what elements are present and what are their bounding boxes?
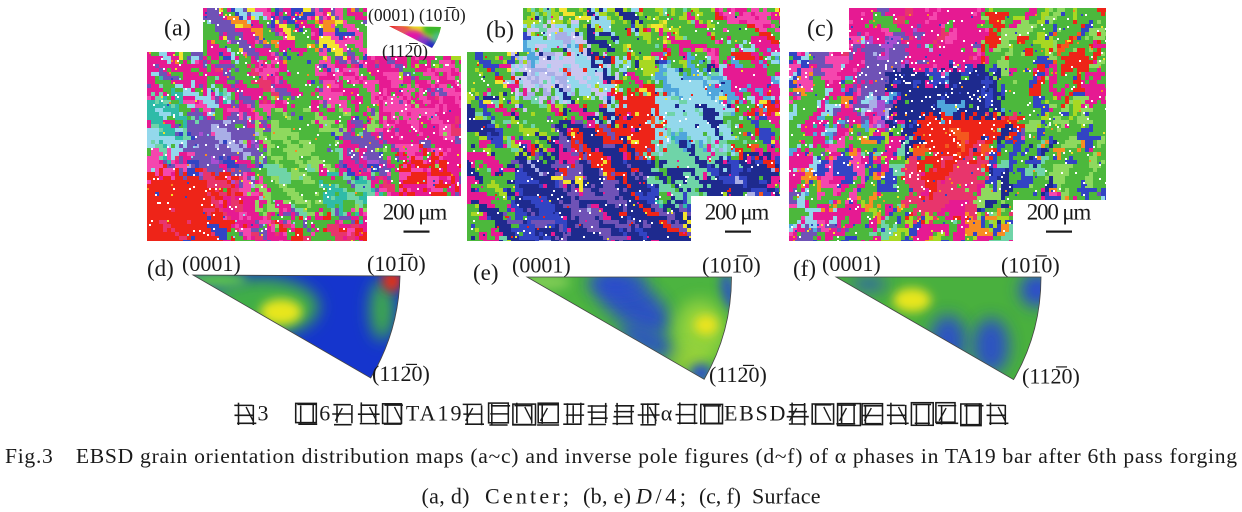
- svg-text:200 μm: 200 μm: [705, 200, 770, 225]
- svg-text:Fig.3 EBSD grain orientation d: Fig.3 EBSD grain orientation distributio…: [5, 444, 1237, 468]
- svg-text:(0001): (0001): [182, 251, 241, 276]
- svg-text:(0001) (101̅0): (0001) (101̅0): [368, 5, 466, 25]
- svg-text:3: 3: [258, 400, 269, 425]
- svg-text:(c, f): (c, f): [699, 484, 741, 509]
- svg-text:(f): (f): [793, 256, 816, 281]
- svg-text:(112̅0): (112̅0): [382, 41, 428, 61]
- svg-text:(101̅0): (101̅0): [702, 253, 761, 278]
- svg-text:(101̅0): (101̅0): [1001, 253, 1060, 278]
- svg-text:(0001): (0001): [822, 251, 881, 276]
- svg-text:200 μm: 200 μm: [383, 200, 448, 225]
- svg-text:(b): (b): [486, 18, 514, 44]
- svg-text:α: α: [661, 400, 673, 425]
- svg-text:(101̅0): (101̅0): [367, 251, 426, 276]
- svg-text:Surface: Surface: [752, 484, 821, 509]
- svg-text:(d): (d): [147, 256, 174, 281]
- svg-text:(e): (e): [473, 260, 499, 285]
- svg-text:200 μm: 200 μm: [1027, 200, 1092, 225]
- svg-text:(112̅0): (112̅0): [1022, 364, 1080, 389]
- svg-text:(a, d): (a, d): [422, 484, 470, 509]
- svg-text:(a): (a): [164, 16, 191, 42]
- svg-text:EBSD: EBSD: [724, 400, 785, 425]
- svg-text:(b, e): (b, e): [583, 484, 631, 509]
- svg-text:(0001): (0001): [512, 253, 571, 278]
- svg-text:(112̅0): (112̅0): [709, 362, 767, 387]
- svg-text:(c): (c): [807, 16, 834, 42]
- svg-text:(112̅0): (112̅0): [372, 361, 430, 386]
- svg-text:TA19: TA19: [406, 400, 462, 425]
- svg-text:6: 6: [319, 400, 330, 425]
